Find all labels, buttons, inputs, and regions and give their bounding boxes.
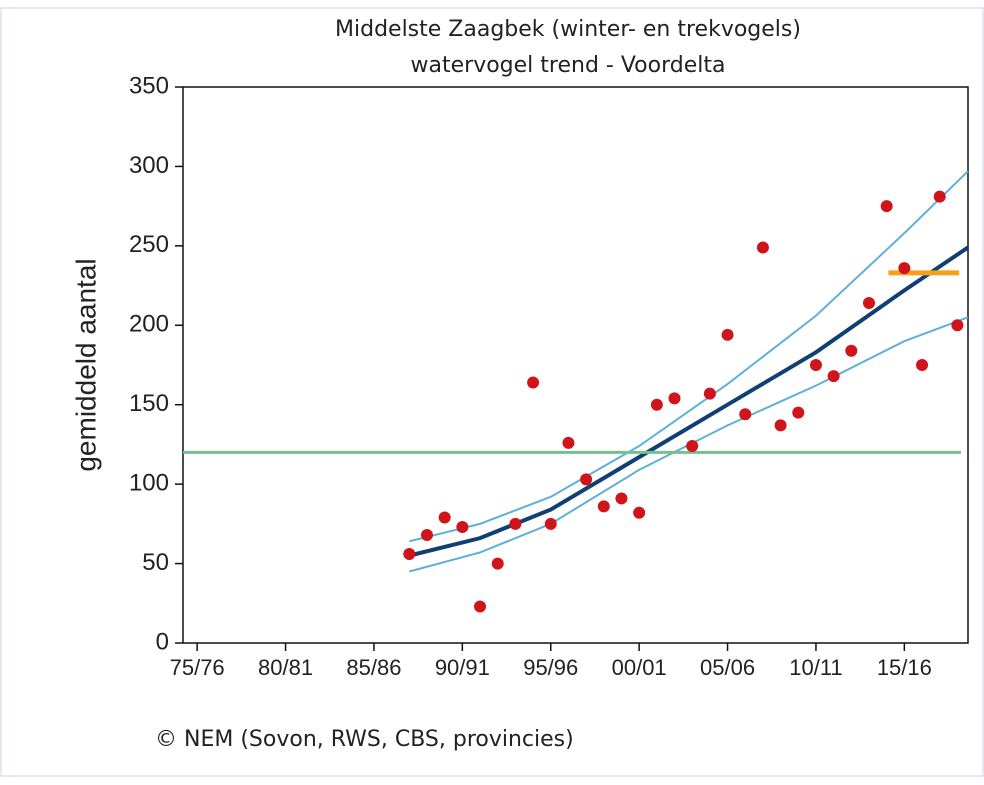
y-tick-label: 0	[156, 628, 169, 655]
x-tick-label: 85/86	[346, 655, 401, 680]
y-tick-label: 250	[129, 231, 169, 258]
trend-line	[409, 316, 969, 573]
data-point	[721, 328, 734, 341]
data-point	[474, 600, 487, 613]
data-point	[686, 440, 699, 453]
data-point	[827, 370, 840, 383]
x-tick-label: 10/11	[789, 655, 842, 680]
data-point	[668, 392, 681, 405]
x-tick-label: 80/81	[258, 655, 313, 680]
data-point	[562, 436, 575, 449]
plot-area	[182, 86, 969, 644]
data-point	[916, 359, 929, 371]
y-axis-label: gemiddeld aantal	[70, 258, 101, 471]
data-point	[456, 521, 469, 534]
chart-title: Middelste Zaagbek (winter- en trekvogels…	[335, 17, 801, 42]
y-tick-label: 100	[129, 469, 169, 496]
data-point	[898, 262, 911, 275]
data-point	[703, 387, 716, 400]
data-point	[491, 557, 504, 570]
data-point	[438, 511, 451, 524]
x-tick-label: 00/01	[612, 655, 667, 680]
data-point	[862, 297, 875, 310]
x-tick-label: 95/96	[523, 655, 578, 680]
data-point	[933, 190, 946, 203]
data-point	[615, 492, 628, 505]
chart-subtitle: watervogel trend - Voordelta	[411, 53, 726, 78]
x-tick-label: 90/91	[435, 655, 490, 680]
data-point	[774, 419, 787, 432]
trend-line	[409, 170, 969, 543]
y-tick-label: 300	[129, 152, 169, 179]
data-point	[739, 408, 752, 421]
data-point	[809, 359, 822, 371]
data-point	[951, 319, 964, 332]
data-point	[403, 548, 416, 561]
x-tick-label: 75/76	[170, 655, 225, 680]
x-tick-label: 05/06	[700, 655, 755, 680]
data-point	[650, 398, 663, 411]
data-point	[845, 344, 858, 357]
data-point	[880, 200, 893, 213]
data-point	[597, 500, 610, 513]
x-tick-label: 15/16	[877, 655, 932, 680]
y-tick-label: 200	[129, 311, 169, 338]
source-note: © NEM (Sovon, RWS, CBS, provincies)	[155, 727, 574, 752]
data-point	[792, 406, 805, 419]
data-point	[544, 517, 557, 530]
data-point	[580, 473, 593, 486]
data-point	[756, 241, 769, 254]
y-tick-label: 150	[129, 390, 169, 417]
data-point	[509, 517, 522, 530]
data-point	[527, 376, 540, 389]
data-point	[633, 506, 646, 519]
frame	[0, 7, 984, 777]
y-tick-label: 50	[142, 549, 169, 576]
y-tick-label: 350	[129, 72, 169, 99]
data-point	[420, 528, 433, 541]
trend-line	[408, 245, 970, 558]
